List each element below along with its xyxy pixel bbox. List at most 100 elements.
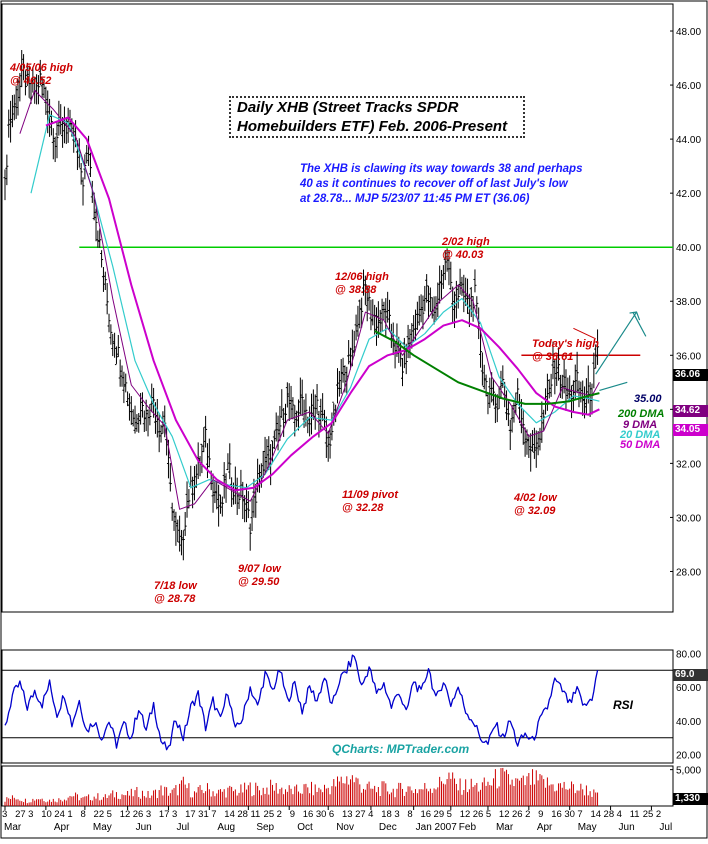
price-tick-label: 36.00 xyxy=(676,351,701,362)
x-day-label: 28 xyxy=(604,809,615,820)
annotation-text: 4/02 low xyxy=(514,492,557,504)
rsi-label: RSI xyxy=(613,698,634,712)
annotation-text: 4/05/06 high xyxy=(10,62,73,74)
x-day-label: 29 xyxy=(434,809,445,820)
x-day-label: 3 xyxy=(28,809,33,820)
x-day-label: 14 xyxy=(590,809,601,820)
rsi-line xyxy=(4,654,599,751)
annotation-value: @ 40.03 xyxy=(442,249,484,261)
annotation-text: 9/07 low xyxy=(238,563,281,575)
x-day-label: 10 xyxy=(41,809,52,820)
x-day-label: 2 xyxy=(656,809,661,820)
x-month-label: May xyxy=(578,822,597,833)
x-month-label: Apr xyxy=(54,822,70,833)
ma-200-line xyxy=(374,330,600,405)
ma-50-line xyxy=(45,116,600,492)
todays-high-pointer xyxy=(573,327,596,340)
x-day-label: 9 xyxy=(290,809,295,820)
watermark: QCharts: MPTrader.com xyxy=(332,742,470,756)
projection-arrow-up xyxy=(595,311,638,375)
x-day-label: 16 xyxy=(420,809,431,820)
x-day-label: 4 xyxy=(368,809,373,820)
x-day-label: 3 xyxy=(172,809,177,820)
annotation-value: @ 36.61 xyxy=(532,351,574,363)
annotation-text: 11/09 pivot xyxy=(342,489,399,501)
annotation-jul-low: 7/18 low @ 28.78 xyxy=(154,580,197,606)
target-arrow xyxy=(599,381,628,391)
x-day-label: 25 xyxy=(264,809,275,820)
x-day-label: 16 xyxy=(551,809,562,820)
x-day-label: 3 xyxy=(394,809,399,820)
annotation-feb-high: 2/02 high @ 40.03 xyxy=(442,236,490,262)
annotation-todays-high: Today's high @ 36.61 xyxy=(532,338,599,364)
commentary-text: The XHB is clawing its way towards 38 an… xyxy=(300,162,600,207)
annotation-value: @ 38.88 xyxy=(335,284,377,296)
x-day-label: 11 xyxy=(630,809,640,820)
x-month-label: Nov xyxy=(336,822,354,833)
x-day-label: 26 xyxy=(133,809,144,820)
annotation-apr-high: 4/05/06 high @ 46.52 xyxy=(10,62,73,88)
x-day-label: 28 xyxy=(237,809,248,820)
price-tick-label: 32.00 xyxy=(676,459,701,470)
volume-last-badge: 1,330 xyxy=(673,793,708,805)
x-day-label: 11 xyxy=(250,809,260,820)
price-badge-ma9: 34.62 xyxy=(673,405,708,417)
ma-9-line xyxy=(19,90,600,510)
legend-20-dma: 20 DMA xyxy=(620,429,661,441)
x-day-label: 16 xyxy=(303,809,314,820)
rsi-last-badge: 69.0 xyxy=(673,669,708,681)
x-month-label: Jul xyxy=(176,822,189,833)
x-day-label: 2 xyxy=(525,809,530,820)
x-day-label: 22 xyxy=(94,809,105,820)
rsi-tick-label: 80.00 xyxy=(676,649,701,660)
x-day-label: 14 xyxy=(224,809,235,820)
annotation-nov-pivot: 11/09 pivot @ 32.28 xyxy=(342,489,398,515)
price-tick-label: 42.00 xyxy=(676,189,701,200)
x-day-label: 26 xyxy=(473,809,484,820)
annotation-dec-high: 12/06 high @ 38.88 xyxy=(335,271,389,297)
x-day-label: 27 xyxy=(355,809,366,820)
rsi-tick-label: 60.00 xyxy=(676,683,701,694)
x-month-label: Sep xyxy=(256,822,274,833)
price-tick-label: 38.00 xyxy=(676,297,701,308)
x-day-label: 2 xyxy=(277,809,282,820)
price-tick-label: 28.00 xyxy=(676,567,701,578)
rsi-tick-label: 20.00 xyxy=(676,751,701,762)
x-day-label: 24 xyxy=(54,809,65,820)
x-day-label: 5 xyxy=(447,809,452,820)
legend-50-dma: 50 DMA xyxy=(620,439,661,451)
price-tick-label: 40.00 xyxy=(676,243,701,254)
x-month-label: Aug xyxy=(217,822,235,833)
annotation-text: 12/06 high xyxy=(335,271,389,283)
x-month-label: Jan 2007 xyxy=(416,822,458,833)
x-day-label: 17 xyxy=(185,809,196,820)
x-month-label: Jun xyxy=(619,822,635,833)
rsi-tick-label: 40.00 xyxy=(676,717,701,728)
x-day-label: 12 xyxy=(460,809,471,820)
x-day-label: 8 xyxy=(407,809,412,820)
chart-title-box: Daily XHB (Street Tracks SPDR Homebuilde… xyxy=(229,96,525,138)
commentary-line: 40 as it continues to recover off of las… xyxy=(300,178,568,190)
x-day-label: 17 xyxy=(159,809,170,820)
x-day-label: 12 xyxy=(120,809,131,820)
x-day-label: 3 xyxy=(146,809,151,820)
chart-title: Daily XHB (Street Tracks SPDR xyxy=(237,99,459,116)
annotation-value: @ 29.50 xyxy=(238,576,280,588)
price-tick-label: 44.00 xyxy=(676,135,701,146)
commentary-line: The XHB is clawing its way towards 38 an… xyxy=(300,163,583,175)
annotation-text: 7/18 low xyxy=(154,580,197,592)
target-label: 35.00 xyxy=(634,393,662,405)
annotation-value: @ 28.78 xyxy=(154,593,196,605)
legend-200-dma: 200 DMA xyxy=(618,408,665,420)
x-day-label: 30 xyxy=(316,809,327,820)
annotation-apr-low: 4/02 low @ 32.09 xyxy=(514,492,557,518)
x-day-label: 12 xyxy=(499,809,510,820)
x-day-label: 27 xyxy=(15,809,26,820)
x-day-label: 26 xyxy=(512,809,523,820)
x-day-label: 5 xyxy=(486,809,491,820)
price-tick-label: 48.00 xyxy=(676,27,701,38)
x-month-label: May xyxy=(93,822,112,833)
price-badge-last: 36.06 xyxy=(673,369,708,381)
